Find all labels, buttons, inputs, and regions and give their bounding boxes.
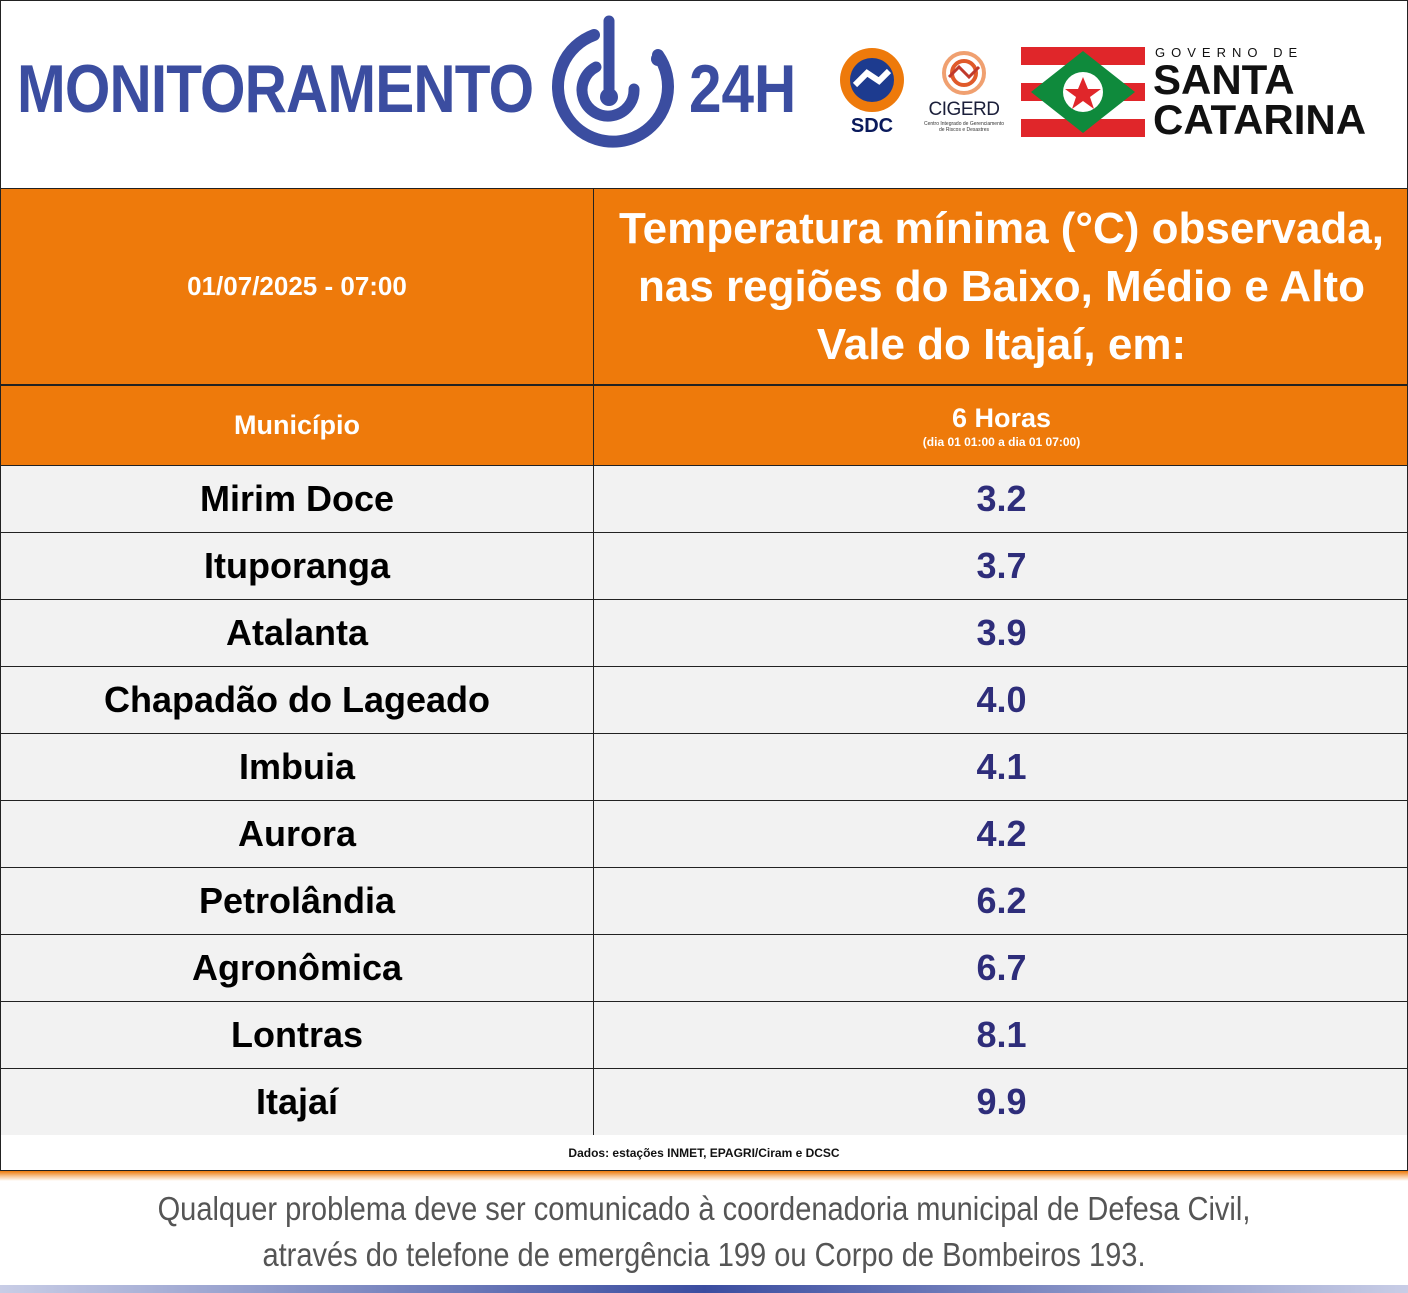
column-header-hours-label: 6 Horas bbox=[951, 402, 1052, 433]
state-name-line1: SANTA bbox=[1153, 56, 1295, 103]
municipio-name: Mirim Doce bbox=[199, 478, 395, 519]
municipio-name: Atalanta bbox=[225, 612, 369, 653]
sdc-logo: SDC bbox=[837, 45, 907, 141]
temperature-cell: 4.0 bbox=[593, 667, 1408, 733]
bottom-accent-bar bbox=[0, 1285, 1408, 1293]
temperature-value: 8.1 bbox=[976, 1014, 1027, 1055]
municipio-cell: Imbuia bbox=[1, 734, 593, 800]
cigerd-signal-icon bbox=[942, 51, 986, 95]
municipio-name: Agronômica bbox=[191, 947, 403, 988]
table-row: Imbuia 4.1 bbox=[0, 734, 1408, 801]
municipio-name: Chapadão do Lageado bbox=[103, 679, 491, 720]
column-header-hours: 6 Horas (dia 01 01:00 a dia 01 07:00) bbox=[593, 386, 1408, 465]
temperature-value: 3.9 bbox=[976, 612, 1027, 653]
municipio-name: Aurora bbox=[237, 813, 357, 854]
temperature-cell: 3.9 bbox=[593, 600, 1408, 666]
footer-notice-line1: Qualquer problema deve ser comunicado à … bbox=[157, 1190, 1251, 1227]
brand-24h: 24H bbox=[689, 51, 797, 127]
cigerd-label: CIGERD bbox=[928, 99, 1000, 120]
table-row: Aurora 4.2 bbox=[0, 801, 1408, 868]
table-title: Temperatura mínima (°C) observada, nas r… bbox=[619, 203, 1384, 369]
municipio-cell: Itajaí bbox=[1, 1069, 593, 1135]
table-row: Lontras 8.1 bbox=[0, 1002, 1408, 1069]
cigerd-subtitle: Centro Integrado de Gerenciamento de Ris… bbox=[923, 121, 1005, 133]
municipio-cell: Chapadão do Lageado bbox=[1, 667, 593, 733]
footer-notice: Qualquer problema deve ser comunicado à … bbox=[84, 1186, 1323, 1278]
temperature-cell: 3.7 bbox=[593, 533, 1408, 599]
table-row: Atalanta 3.9 bbox=[0, 600, 1408, 667]
municipio-name: Ituporanga bbox=[204, 545, 390, 586]
municipio-cell: Ituporanga bbox=[1, 533, 593, 599]
datetime-cell: 01/07/2025 - 07:00 bbox=[1, 189, 593, 384]
municipio-cell: Aurora bbox=[1, 801, 593, 867]
municipio-cell: Agronômica bbox=[1, 935, 593, 1001]
footer-divider bbox=[0, 1171, 1408, 1181]
monitoring-radar-icon bbox=[552, 15, 674, 148]
temperature-value: 6.2 bbox=[976, 880, 1027, 921]
temperature-value: 3.2 bbox=[976, 478, 1027, 519]
state-name-line2: CATARINA bbox=[1153, 96, 1367, 143]
temperature-value: 4.2 bbox=[976, 813, 1027, 854]
table-title-row: 01/07/2025 - 07:00 Temperatura mínima (°… bbox=[0, 188, 1408, 385]
column-header-municipio: Município bbox=[1, 386, 593, 465]
column-header-row: Município 6 Horas (dia 01 01:00 a dia 01… bbox=[0, 385, 1408, 466]
temperature-cell: 4.2 bbox=[593, 801, 1408, 867]
table-row: Petrolândia 6.2 bbox=[0, 868, 1408, 935]
temperature-cell: 6.2 bbox=[593, 868, 1408, 934]
table-row: Mirim Doce 3.2 bbox=[0, 466, 1408, 533]
table-row: Ituporanga 3.7 bbox=[0, 533, 1408, 600]
sdc-emblem-icon bbox=[840, 48, 904, 112]
temperature-cell: 3.2 bbox=[593, 466, 1408, 532]
footer-notice-line2: através do telefone de emergência 199 ou… bbox=[262, 1236, 1146, 1273]
table-row: Chapadão do Lageado 4.0 bbox=[0, 667, 1408, 734]
table-row: Itajaí 9.9 bbox=[0, 1069, 1408, 1136]
temperature-cell: 6.7 bbox=[593, 935, 1408, 1001]
government-label: GOVERNO DE bbox=[1155, 45, 1304, 60]
column-header-hours-range: (dia 01 01:00 a dia 01 07:00) bbox=[922, 434, 1081, 449]
municipio-name: Itajaí bbox=[255, 1081, 339, 1122]
municipio-cell: Atalanta bbox=[1, 600, 593, 666]
temperature-cell: 8.1 bbox=[593, 1002, 1408, 1068]
datetime-label: 01/07/2025 - 07:00 bbox=[187, 271, 407, 301]
temperature-value: 6.7 bbox=[976, 947, 1027, 988]
municipio-cell: Mirim Doce bbox=[1, 466, 593, 532]
temperature-value: 4.1 bbox=[976, 746, 1027, 787]
brand-title: MONITORAMENTO bbox=[17, 51, 534, 127]
municipio-cell: Lontras bbox=[1, 1002, 593, 1068]
temperature-value: 4.0 bbox=[976, 679, 1027, 720]
table-row: Agronômica 6.7 bbox=[0, 935, 1408, 1002]
municipio-name: Lontras bbox=[230, 1014, 363, 1055]
municipio-name: Imbuia bbox=[238, 746, 355, 787]
santa-catarina-flag-icon bbox=[1021, 47, 1145, 137]
municipio-name: Petrolândia bbox=[198, 880, 396, 921]
cigerd-logo: CIGERD Centro Integrado de Gerenciamento… bbox=[921, 49, 1007, 141]
data-source-note: Dados: estações INMET, EPAGRI/Ciram e DC… bbox=[0, 1135, 1408, 1171]
temperature-cell: 9.9 bbox=[593, 1069, 1408, 1135]
sdc-label: SDC bbox=[850, 115, 894, 137]
title-cell: Temperatura mínima (°C) observada, nas r… bbox=[593, 189, 1408, 384]
temperature-cell: 4.1 bbox=[593, 734, 1408, 800]
temperature-value: 3.7 bbox=[976, 545, 1027, 586]
municipio-cell: Petrolândia bbox=[1, 868, 593, 934]
header-banner: MONITORAMENTO 24H SDC CIGERD Centro Inte… bbox=[0, 0, 1408, 188]
temperature-value: 9.9 bbox=[976, 1081, 1027, 1122]
column-header-municipio-label: Município bbox=[234, 410, 360, 440]
